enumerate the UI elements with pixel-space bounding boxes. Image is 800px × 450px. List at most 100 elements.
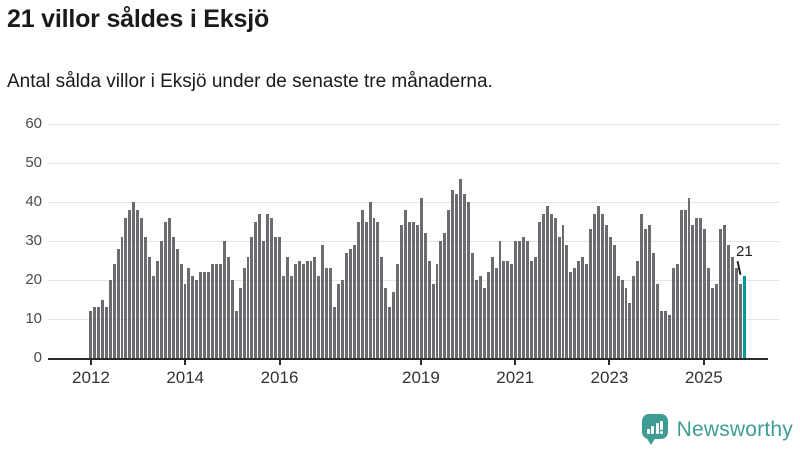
bar bbox=[593, 213, 596, 358]
bar bbox=[652, 252, 655, 358]
bar bbox=[541, 213, 545, 358]
bar bbox=[581, 256, 585, 358]
chart-subtitle: Antal sålda villor i Eksjö under de sena… bbox=[7, 71, 493, 92]
bar bbox=[628, 303, 632, 358]
bar bbox=[518, 241, 522, 358]
bar bbox=[470, 252, 474, 358]
bar bbox=[644, 229, 648, 358]
bar bbox=[179, 264, 183, 358]
logo-exclamation-icon bbox=[660, 420, 664, 434]
bar bbox=[140, 217, 144, 358]
bar bbox=[281, 276, 285, 358]
bar bbox=[419, 198, 423, 358]
bar bbox=[573, 268, 577, 358]
bar bbox=[400, 225, 403, 358]
y-axis-tick-label: 10 bbox=[25, 310, 42, 327]
bar bbox=[187, 268, 191, 358]
bar bbox=[368, 202, 372, 358]
bar bbox=[337, 283, 340, 358]
x-axis-tick-label: 2016 bbox=[260, 368, 299, 387]
bar bbox=[624, 287, 628, 358]
bar bbox=[585, 264, 589, 358]
bar bbox=[364, 221, 368, 358]
bar bbox=[203, 272, 207, 358]
bar bbox=[514, 241, 518, 358]
bar bbox=[565, 244, 569, 358]
bar bbox=[218, 264, 222, 358]
bar bbox=[242, 268, 246, 358]
bar bbox=[510, 264, 514, 358]
bar bbox=[270, 217, 274, 358]
bar bbox=[155, 260, 159, 358]
bar bbox=[656, 283, 659, 358]
bar bbox=[679, 209, 683, 358]
bar bbox=[604, 225, 608, 358]
x-axis-tick-label: 2025 bbox=[684, 368, 723, 387]
bar bbox=[352, 244, 356, 358]
bar bbox=[191, 276, 195, 358]
bar bbox=[494, 268, 498, 358]
bar bbox=[285, 256, 289, 358]
bar bbox=[293, 264, 297, 358]
bar bbox=[112, 264, 116, 358]
bar bbox=[301, 264, 305, 358]
bar bbox=[266, 213, 270, 358]
bar bbox=[89, 311, 92, 358]
bar bbox=[482, 287, 486, 358]
bar bbox=[262, 241, 266, 358]
chart-area: 0 10 20 30 40 50 60 2012 2014 2016 2019 2021 2023 202… bbox=[0, 110, 800, 415]
bar bbox=[348, 248, 352, 358]
bar bbox=[309, 260, 313, 358]
bar bbox=[431, 283, 435, 358]
bar bbox=[537, 221, 541, 358]
logo-bubble-tail bbox=[645, 437, 656, 445]
bar bbox=[124, 217, 128, 358]
bar bbox=[116, 248, 120, 358]
logo-barchart-icon bbox=[646, 420, 664, 434]
bar bbox=[92, 307, 96, 358]
bar bbox=[100, 299, 104, 358]
highlighted-bar bbox=[742, 276, 746, 358]
bar bbox=[372, 217, 376, 358]
bar bbox=[502, 260, 506, 358]
bar bbox=[545, 205, 549, 358]
x-axis-tick-mark bbox=[514, 358, 517, 365]
bar bbox=[722, 225, 726, 358]
bar bbox=[703, 229, 707, 358]
bar bbox=[159, 241, 163, 358]
y-axis-tick-label: 0 bbox=[33, 349, 42, 366]
bar bbox=[211, 264, 214, 358]
bar bbox=[667, 315, 671, 358]
bar bbox=[577, 260, 581, 358]
bar bbox=[707, 268, 711, 358]
bar bbox=[234, 311, 238, 358]
bar bbox=[344, 252, 348, 358]
gridline bbox=[48, 124, 780, 125]
x-axis-tick-mark bbox=[278, 358, 281, 365]
bar bbox=[195, 280, 199, 358]
bar bbox=[278, 237, 281, 358]
bar bbox=[341, 280, 344, 358]
bar bbox=[128, 209, 132, 358]
bar bbox=[478, 276, 482, 358]
bar bbox=[459, 178, 463, 358]
bar bbox=[108, 280, 112, 358]
bar bbox=[557, 237, 561, 358]
x-axis-tick-mark bbox=[419, 358, 422, 365]
bar bbox=[715, 283, 718, 358]
bar bbox=[305, 260, 309, 358]
bar bbox=[171, 237, 175, 358]
logo-bar bbox=[651, 426, 655, 434]
bar bbox=[671, 268, 675, 358]
y-axis-tick-label: 30 bbox=[25, 232, 42, 249]
x-axis-tick-label: 2023 bbox=[590, 368, 629, 387]
bar bbox=[415, 225, 419, 358]
bar bbox=[612, 244, 616, 358]
x-axis-tick-label: 2014 bbox=[166, 368, 205, 387]
x-axis-baseline bbox=[48, 358, 768, 360]
bar bbox=[632, 276, 636, 358]
newsworthy-logo[interactable]: Newsworthy bbox=[641, 414, 793, 445]
bar bbox=[392, 291, 396, 358]
bar bbox=[467, 202, 470, 358]
bar bbox=[215, 264, 218, 358]
